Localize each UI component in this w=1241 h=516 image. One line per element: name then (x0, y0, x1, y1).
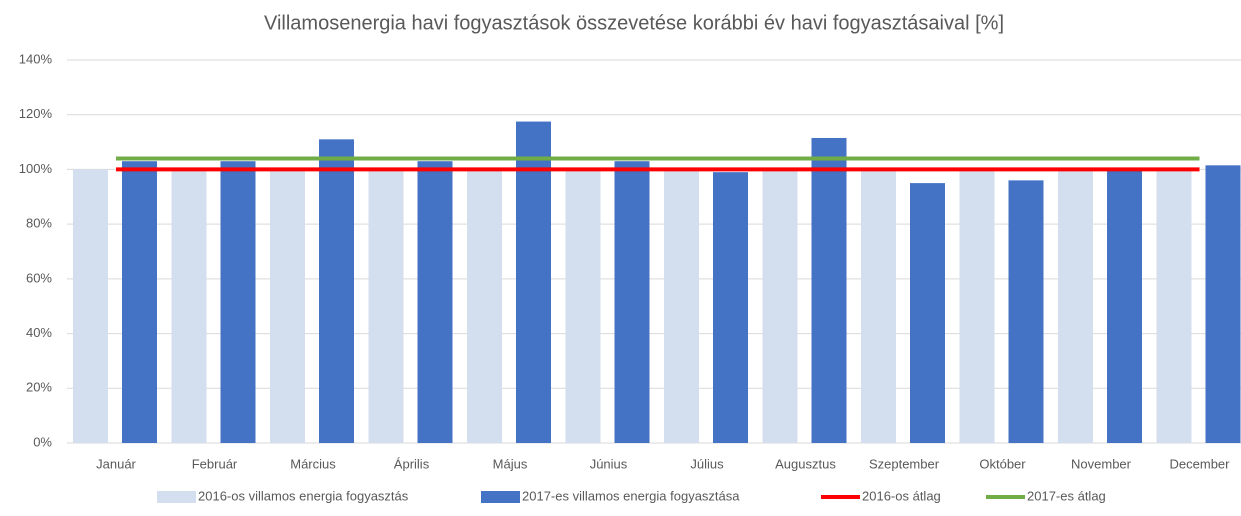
bar (713, 172, 748, 443)
y-tick-label: 40% (26, 325, 52, 340)
x-tick-label: Január (96, 456, 136, 471)
bar (1107, 169, 1142, 443)
x-tick-label: Május (493, 456, 528, 471)
bar (122, 161, 157, 443)
bar (762, 169, 798, 443)
y-tick-label: 100% (19, 161, 53, 176)
legend-label: 2017-es átlag (1027, 488, 1106, 503)
bar (1008, 180, 1044, 443)
bar (614, 161, 650, 443)
bar (417, 161, 453, 443)
x-tick-label: November (1071, 456, 1132, 471)
x-tick-label: Április (394, 456, 430, 471)
bar (910, 183, 945, 443)
x-tick-label: Szeptember (869, 456, 940, 471)
bar (319, 139, 354, 444)
y-tick-label: 80% (26, 216, 52, 231)
bar (1205, 165, 1241, 443)
y-tick-label: 120% (19, 106, 53, 121)
bar (516, 121, 551, 443)
x-tick-label: Augusztus (775, 456, 836, 471)
y-tick-label: 60% (26, 270, 52, 285)
y-tick-label: 20% (26, 380, 52, 395)
x-tick-label: Október (979, 456, 1026, 471)
bar (1156, 169, 1192, 443)
bar (565, 169, 601, 443)
y-tick-label: 0% (33, 434, 52, 449)
bar (73, 169, 108, 443)
legend-swatch (157, 491, 196, 503)
x-tick-label: Július (690, 456, 724, 471)
x-tick-label: December (1170, 456, 1231, 471)
bar (270, 169, 305, 443)
x-tick-label: Június (590, 456, 628, 471)
bar (171, 169, 207, 443)
legend-swatch (481, 491, 520, 503)
bar (1058, 169, 1093, 443)
bar (220, 161, 256, 443)
legend-label: 2016-os villamos energia fogyasztás (198, 488, 409, 503)
x-tick-label: Február (192, 456, 238, 471)
legend-label: 2016-os átlag (862, 488, 941, 503)
bar (959, 169, 995, 443)
x-tick-label: Március (290, 456, 336, 471)
bar (664, 169, 699, 443)
bar (368, 169, 404, 443)
legend-label: 2017-es villamos energia fogyasztása (522, 488, 740, 503)
bar (811, 137, 847, 444)
chart-title: Villamosenergia havi fogyasztások összev… (264, 12, 1004, 34)
bar (467, 169, 502, 443)
bar (861, 169, 896, 443)
y-tick-label: 140% (19, 51, 53, 66)
